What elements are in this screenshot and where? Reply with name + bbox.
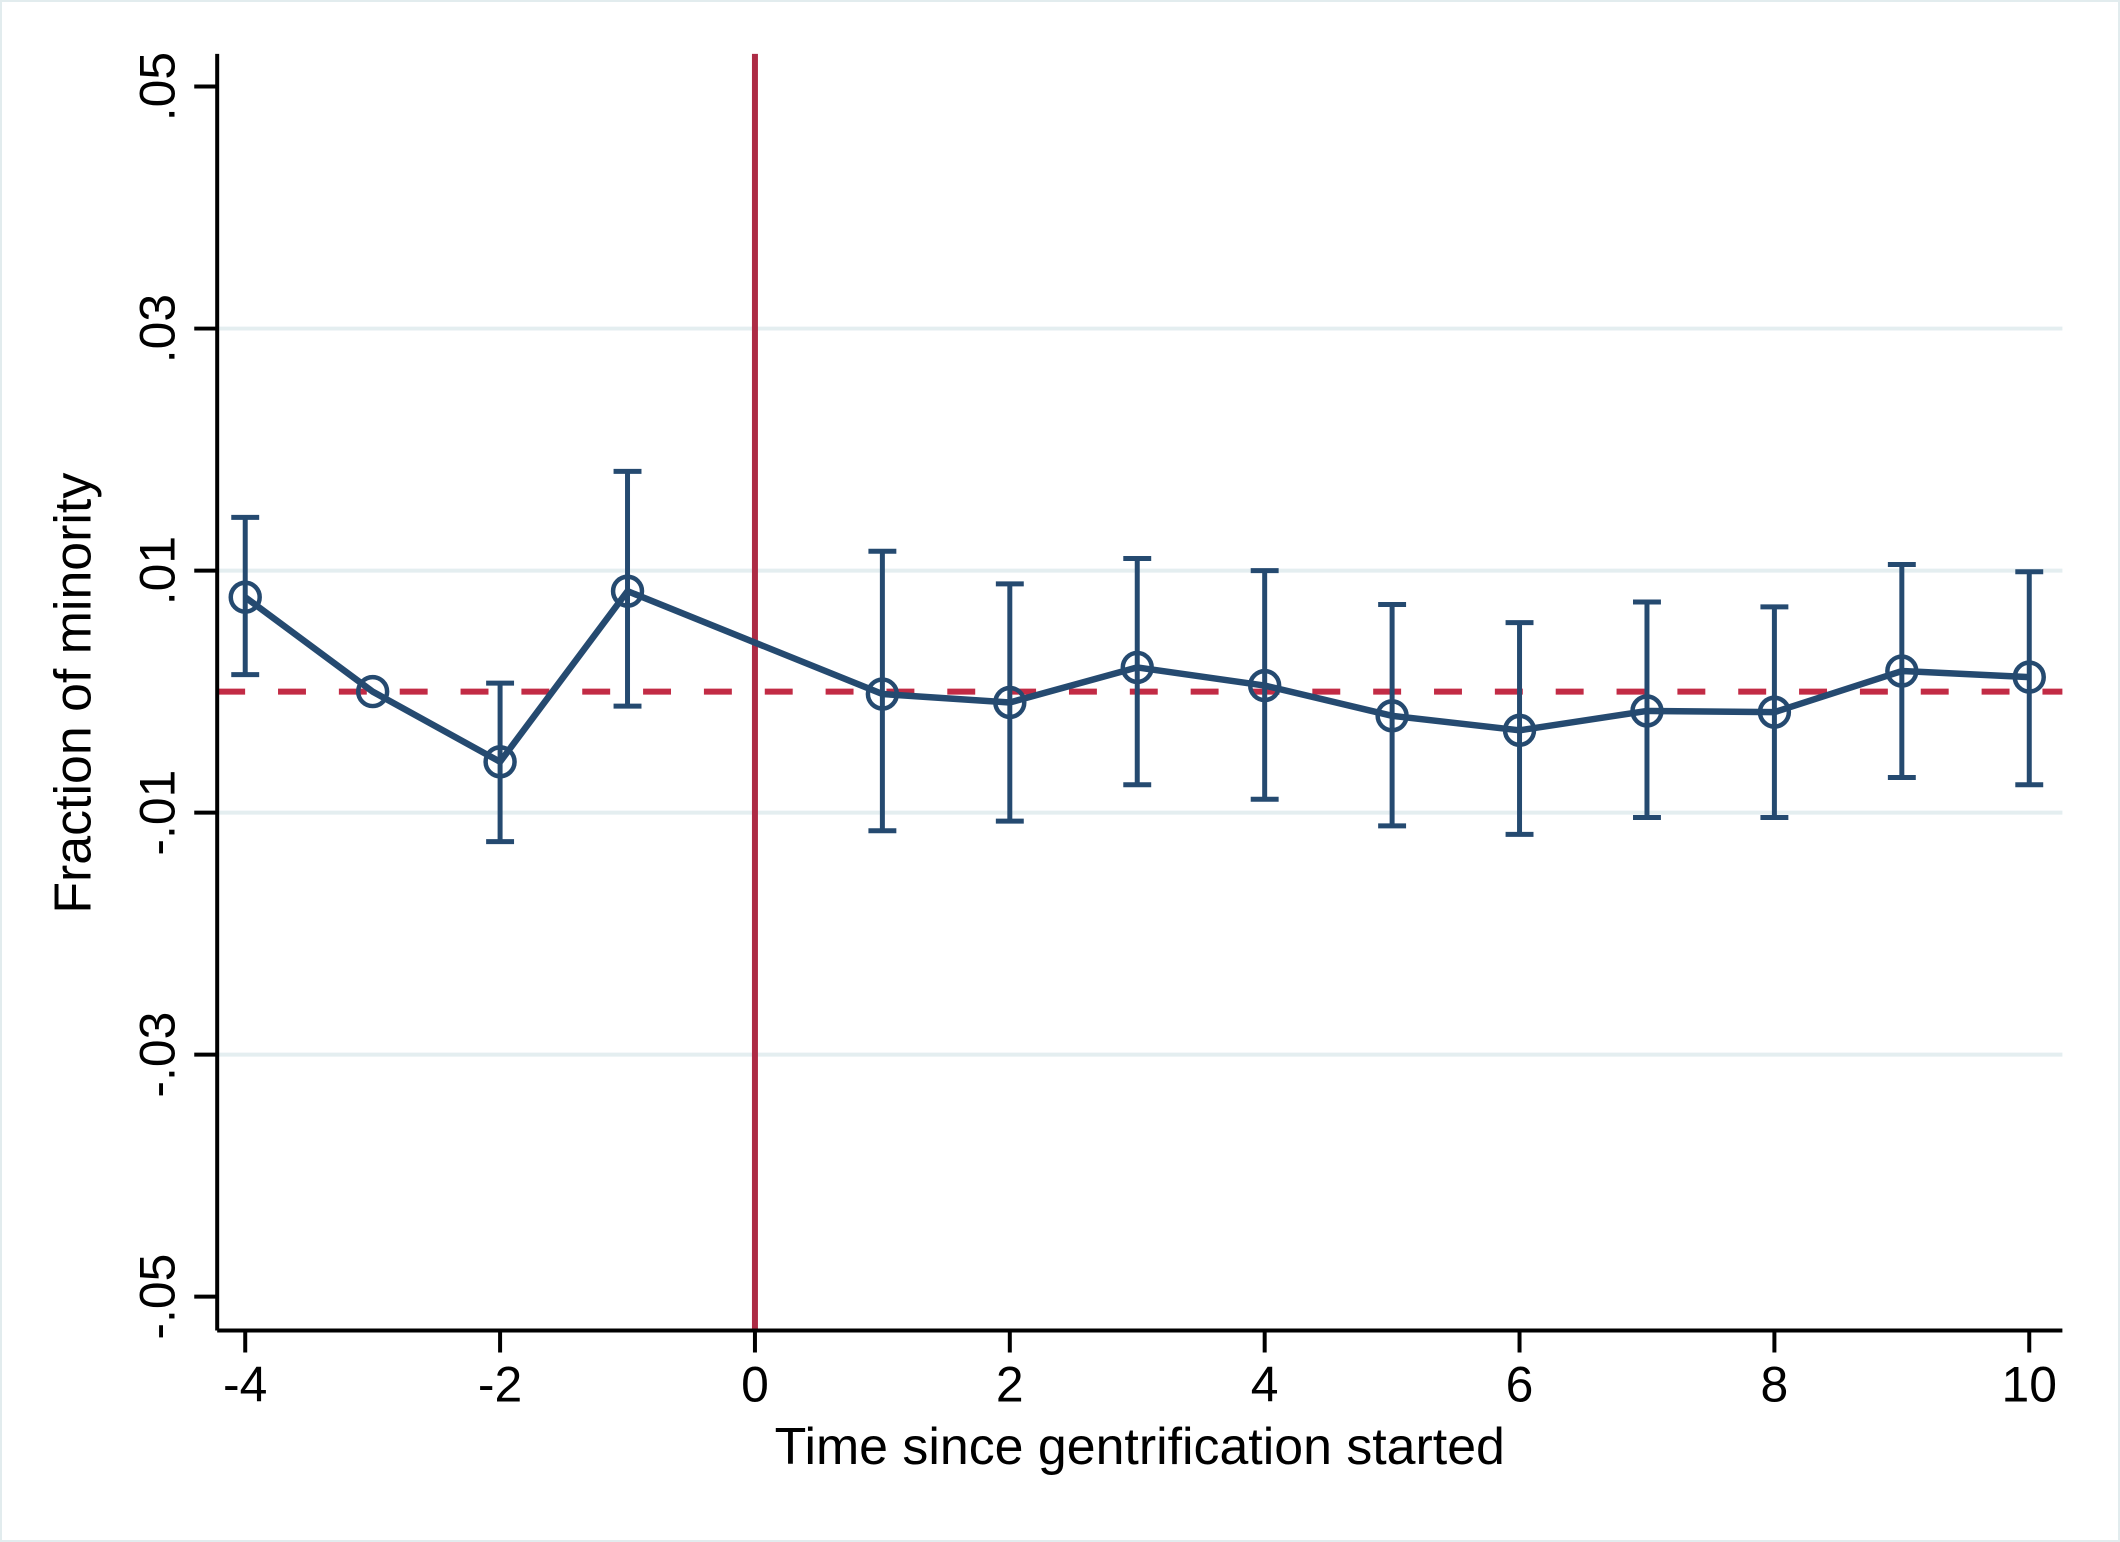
estimate-line bbox=[243, 587, 2030, 766]
x-axis-title: Time since gentrification started bbox=[775, 1417, 1505, 1475]
x-tick-label: 6 bbox=[1506, 1356, 1534, 1412]
data-point-marker bbox=[993, 685, 1027, 720]
data-point-marker bbox=[483, 745, 517, 779]
y-tick-label: .03 bbox=[129, 294, 185, 363]
x-tick-label: 0 bbox=[741, 1356, 769, 1412]
x-tick-label: 8 bbox=[1761, 1356, 1789, 1412]
data-series bbox=[228, 468, 2046, 845]
y-tick-label: -.03 bbox=[129, 1012, 185, 1098]
reference-lines bbox=[217, 53, 2063, 1331]
y-tick-label: .05 bbox=[129, 52, 185, 121]
x-tick-label: 4 bbox=[1251, 1356, 1279, 1412]
y-tick-label: -.01 bbox=[129, 770, 185, 856]
data-point-marker bbox=[1630, 694, 1664, 728]
error-bar bbox=[2015, 569, 2044, 788]
data-point-marker bbox=[1247, 668, 1282, 703]
y-tick-label: .01 bbox=[129, 536, 185, 605]
x-tick-label: 2 bbox=[996, 1356, 1024, 1412]
data-point-marker bbox=[355, 674, 390, 709]
data-point-marker bbox=[1120, 650, 1154, 685]
data-point-marker bbox=[228, 580, 262, 614]
data-point-marker bbox=[2012, 660, 2046, 694]
axes bbox=[194, 53, 2063, 1353]
x-tick-label: -2 bbox=[478, 1356, 522, 1412]
data-point-marker bbox=[610, 574, 645, 608]
gridlines bbox=[217, 326, 2063, 1057]
y-axis-title: Fraction of minority bbox=[44, 473, 102, 914]
data-point-marker bbox=[1502, 713, 1537, 748]
data-point-marker bbox=[1375, 699, 1409, 733]
tick-labels: .05 .03 .01 -.01 -.03 -.05 -4 -2 0 2 4 6 8 10 bbox=[129, 52, 2057, 1412]
error-bar bbox=[231, 514, 260, 678]
data-point-marker bbox=[1885, 654, 1919, 688]
data-point-marker bbox=[1757, 695, 1792, 729]
error-bar bbox=[1123, 555, 1152, 788]
x-tick-label: -4 bbox=[223, 1356, 267, 1412]
x-tick-label: 10 bbox=[2002, 1356, 2057, 1412]
y-tick-label: -.05 bbox=[129, 1254, 185, 1340]
data-point-marker bbox=[865, 677, 900, 711]
